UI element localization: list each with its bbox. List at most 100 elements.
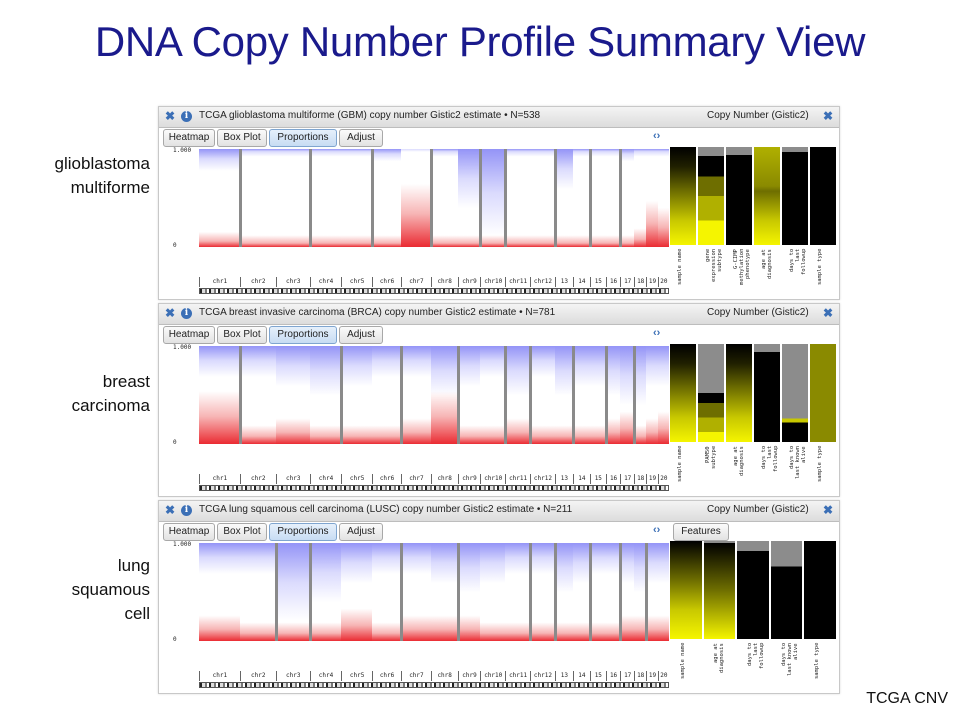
chromosome-band bbox=[633, 149, 647, 247]
chromosome-band bbox=[530, 149, 555, 247]
heatmap-title: Copy Number (Gistic2) bbox=[707, 307, 809, 318]
chromosome-band bbox=[605, 149, 621, 247]
chromosome-label: chr12 bbox=[530, 671, 555, 681]
chromosome-separator bbox=[400, 346, 404, 444]
chromosome-label: chr4 bbox=[309, 671, 342, 681]
label-line: lung bbox=[117, 556, 150, 575]
chromosome-band bbox=[430, 543, 458, 641]
chromosome-band bbox=[505, 346, 531, 444]
chromosome-separator bbox=[588, 543, 592, 641]
chromosome-separator bbox=[456, 346, 460, 444]
feature-label: G-CIMP methylation phenotype bbox=[733, 249, 751, 286]
cnv-proportion-plot bbox=[199, 149, 669, 247]
info-icon[interactable]: i bbox=[181, 505, 192, 516]
heatmap-button[interactable]: Heatmap bbox=[163, 326, 215, 344]
feature-label: age at diagnosis bbox=[733, 446, 745, 476]
chromosome-band bbox=[457, 149, 481, 247]
close-icon[interactable]: ✖ bbox=[165, 306, 176, 320]
chromosome-band bbox=[646, 543, 658, 641]
info-icon[interactable]: i bbox=[181, 308, 192, 319]
close-icon[interactable]: ✖ bbox=[165, 109, 176, 123]
chromosome-band bbox=[646, 149, 658, 247]
chromosome-label: 17 bbox=[620, 277, 634, 287]
info-icon[interactable]: i bbox=[181, 111, 192, 122]
y-axis-min: 0 bbox=[173, 242, 177, 249]
chromosome-band bbox=[199, 346, 240, 444]
feature-labels: sample name age at diagnosis days to last … bbox=[669, 643, 837, 691]
close-icon[interactable]: ✖ bbox=[823, 109, 834, 123]
chromosome-band bbox=[275, 543, 310, 641]
close-icon[interactable]: ✖ bbox=[823, 503, 834, 517]
close-icon[interactable]: ✖ bbox=[165, 503, 176, 517]
chromosome-label: 16 bbox=[605, 277, 621, 287]
expand-arrows-icon[interactable]: ‹› bbox=[653, 524, 661, 536]
chromosome-label: chr4 bbox=[309, 277, 342, 287]
chromosome-separator bbox=[504, 149, 508, 247]
chromosome-label: chr11 bbox=[505, 277, 530, 287]
label-breast: breast carcinoma bbox=[20, 370, 150, 418]
chromosome-label: 13 bbox=[554, 671, 573, 681]
feature-label: sample type bbox=[817, 446, 823, 483]
panel-header: ✖ i TCGA lung squamous cell carcinoma (LUS… bbox=[159, 501, 839, 522]
proportions-button[interactable]: Proportions bbox=[269, 326, 337, 344]
label-lung: lung squamous cell bbox=[20, 554, 150, 626]
chromosome-band bbox=[275, 346, 310, 444]
chromosome-band bbox=[341, 346, 372, 444]
chromosome-separator bbox=[553, 543, 557, 641]
feature-label: sample type bbox=[817, 249, 823, 286]
feature-heatmap bbox=[669, 147, 837, 245]
chromosome-label: chr5 bbox=[341, 277, 372, 287]
heatmap-column bbox=[726, 344, 752, 442]
chromosome-band bbox=[572, 346, 590, 444]
chromosome-label: 14 bbox=[572, 474, 590, 484]
chromosome-band bbox=[633, 543, 647, 641]
boxplot-button[interactable]: Box Plot bbox=[217, 129, 267, 147]
boxplot-button[interactable]: Box Plot bbox=[217, 326, 267, 344]
chromosome-band bbox=[239, 543, 276, 641]
chromosome-label: chr10 bbox=[480, 474, 505, 484]
heatmap-button[interactable]: Heatmap bbox=[163, 523, 215, 541]
feature-label: age at diagnosis bbox=[761, 249, 773, 279]
chromosome-ideogram bbox=[199, 485, 669, 491]
chromosome-label: chr12 bbox=[530, 474, 555, 484]
chromosome-label: chr5 bbox=[341, 474, 372, 484]
heatmap-column bbox=[670, 344, 696, 442]
chromosome-label: chr4 bbox=[309, 474, 342, 484]
heatmap-column bbox=[698, 147, 724, 245]
chromosome-band bbox=[620, 346, 634, 444]
feature-labels: sample name gene expression subtype G-CIMP… bbox=[669, 249, 837, 297]
chromosome-band bbox=[341, 149, 372, 247]
boxplot-button[interactable]: Box Plot bbox=[217, 523, 267, 541]
cnv-proportion-plot bbox=[199, 346, 669, 444]
chromosome-band bbox=[480, 346, 506, 444]
chromosome-label: chr12 bbox=[530, 277, 555, 287]
adjust-button[interactable]: Adjust bbox=[339, 326, 383, 344]
features-button[interactable]: Features bbox=[673, 523, 729, 541]
chromosome-band bbox=[589, 346, 606, 444]
chromosome-band bbox=[430, 149, 458, 247]
chromosome-band bbox=[430, 346, 458, 444]
chromosome-label: chr9 bbox=[457, 671, 481, 681]
chromosome-label: chr2 bbox=[239, 474, 276, 484]
proportions-button[interactable]: Proportions bbox=[269, 129, 337, 147]
chromosome-band bbox=[371, 543, 402, 641]
expand-arrows-icon[interactable]: ‹› bbox=[653, 130, 661, 142]
close-icon[interactable]: ✖ bbox=[823, 306, 834, 320]
proportions-button[interactable]: Proportions bbox=[269, 523, 337, 541]
chromosome-label: chr8 bbox=[430, 277, 458, 287]
chromosome-label: chr6 bbox=[371, 671, 401, 681]
chromosome-separator bbox=[504, 346, 508, 444]
heatmap-column bbox=[726, 147, 752, 245]
feature-label: sample name bbox=[677, 446, 683, 483]
chromosome-label: chr3 bbox=[275, 671, 310, 681]
chromosome-separator bbox=[645, 543, 649, 641]
adjust-button[interactable]: Adjust bbox=[339, 523, 383, 541]
chromosome-label: chr6 bbox=[371, 474, 401, 484]
expand-arrows-icon[interactable]: ‹› bbox=[653, 327, 661, 339]
heatmap-column bbox=[782, 344, 808, 442]
chromosome-band bbox=[620, 543, 634, 641]
label-line: glioblastoma bbox=[54, 154, 150, 173]
adjust-button[interactable]: Adjust bbox=[339, 129, 383, 147]
y-axis-max: 1.000 bbox=[173, 344, 192, 351]
heatmap-button[interactable]: Heatmap bbox=[163, 129, 215, 147]
